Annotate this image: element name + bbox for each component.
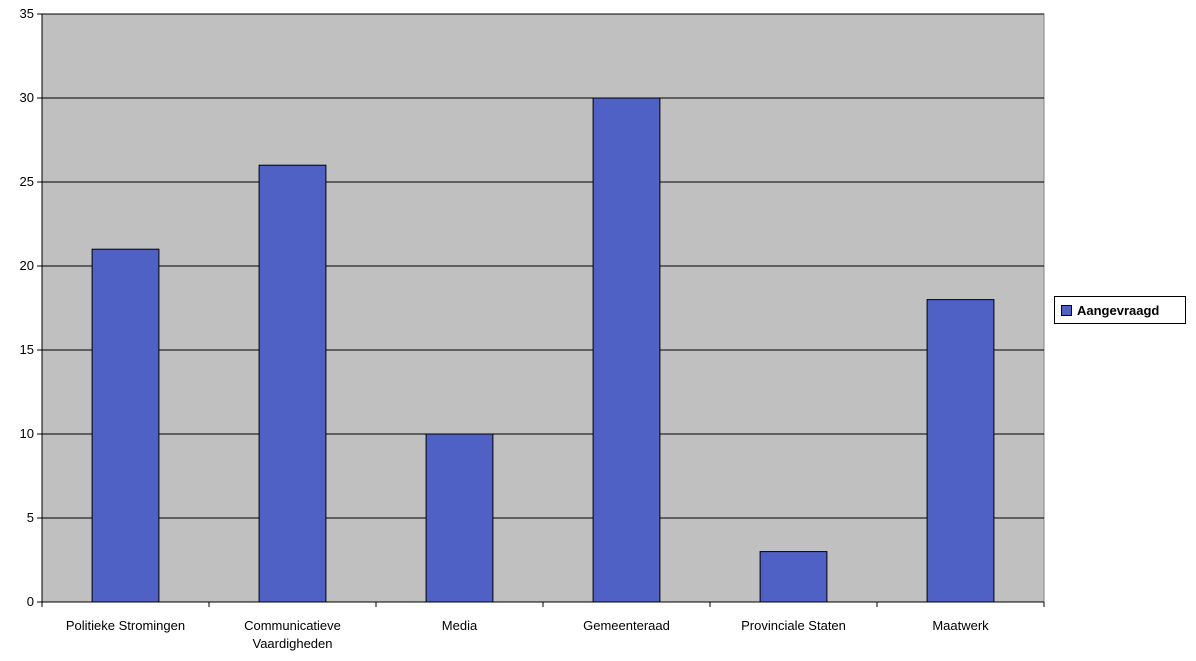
bar bbox=[926, 299, 995, 603]
legend-swatch bbox=[1061, 304, 1072, 316]
x-category-labels: Politieke Stromingen Communicatieve Vaardi… bbox=[66, 618, 989, 651]
x-category-label: Gemeenteraad bbox=[583, 618, 670, 633]
bar bbox=[91, 248, 160, 603]
x-category-label: Provinciale Staten bbox=[741, 618, 846, 633]
y-tick-label: 15 bbox=[20, 342, 34, 357]
bar bbox=[759, 551, 828, 603]
x-category-label: Communicatieve Vaardigheden bbox=[244, 618, 341, 651]
bars bbox=[91, 97, 995, 603]
axes bbox=[37, 13, 1045, 607]
x-category-label: Media bbox=[442, 618, 478, 633]
bar bbox=[425, 433, 494, 603]
bar bbox=[258, 164, 327, 603]
x-category-label: Politieke Stromingen bbox=[66, 618, 185, 633]
y-tick-label: 5 bbox=[27, 510, 34, 525]
y-tick-label: 30 bbox=[20, 90, 34, 105]
bar bbox=[592, 97, 661, 603]
y-tick-labels: 0 5 10 15 20 25 30 35 bbox=[20, 6, 34, 609]
legend: Aangevraagd bbox=[1054, 296, 1186, 324]
y-tick-label: 35 bbox=[20, 6, 34, 21]
x-category-label: Maatwerk bbox=[932, 618, 989, 633]
y-tick-label: 20 bbox=[20, 258, 34, 273]
plot-area bbox=[41, 13, 1045, 603]
y-tick-label: 0 bbox=[27, 594, 34, 609]
y-tick-label: 10 bbox=[20, 426, 34, 441]
legend-label: Aangevraagd bbox=[1077, 302, 1160, 318]
gridlines bbox=[42, 13, 1044, 519]
y-tick-label: 25 bbox=[20, 174, 34, 189]
